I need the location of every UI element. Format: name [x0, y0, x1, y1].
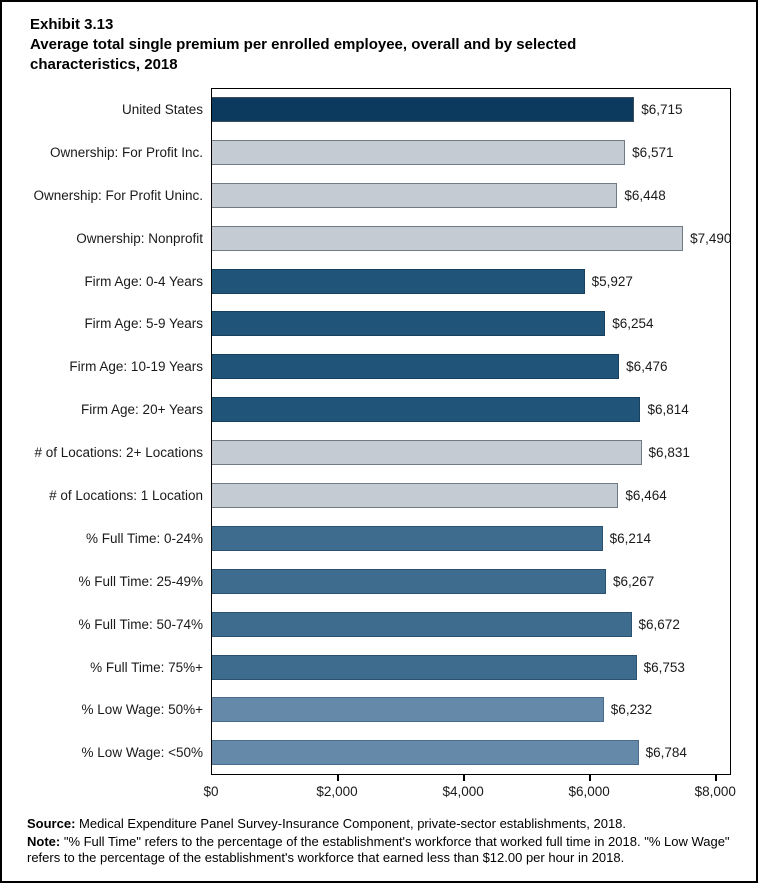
x-tick-label: $6,000 — [568, 784, 610, 800]
bar-value-label: $6,254 — [612, 316, 654, 332]
bar — [211, 96, 635, 122]
category-label: Firm Age: 0-4 Years — [84, 273, 203, 289]
category-label: Ownership: Nonprofit — [76, 230, 203, 246]
bar-slot: $6,784 — [211, 731, 731, 774]
bar — [211, 268, 585, 294]
bar-value-label: $6,672 — [638, 616, 680, 632]
x-tick-mark — [337, 774, 339, 782]
bar — [211, 654, 637, 680]
category-label: Ownership: For Profit Inc. — [49, 144, 203, 160]
bar-slot: $6,464 — [211, 474, 731, 517]
source-text: Medical Expenditure Panel Survey-Insuran… — [75, 816, 627, 832]
category-label: Firm Age: 5-9 Years — [84, 316, 203, 332]
bar-value-label: $6,464 — [625, 487, 667, 503]
x-tick-mark — [463, 774, 465, 782]
bar-slot: $6,267 — [211, 560, 731, 603]
x-tick-label: $8,000 — [694, 784, 736, 800]
bar-value-label: $6,232 — [610, 702, 653, 718]
bar — [211, 568, 606, 594]
bar-slot: $6,448 — [211, 174, 731, 217]
bar — [211, 311, 606, 337]
title-block: Exhibit 3.13 Average total single premiu… — [30, 15, 726, 75]
category-label: Ownership: For Profit Uninc. — [33, 187, 203, 203]
x-tick-mark — [589, 774, 591, 782]
bar — [211, 225, 684, 251]
bar-slot: $6,571 — [211, 131, 731, 174]
bar-slot: $6,254 — [211, 302, 731, 345]
bar-value-label: $6,814 — [647, 402, 689, 418]
bar — [211, 525, 603, 551]
category-label: % Full Time: 25-49% — [78, 573, 203, 589]
category-label: # of Locations: 1 Location — [49, 487, 203, 503]
bar-value-label: $6,753 — [643, 659, 685, 675]
bar-value-label: $6,831 — [648, 445, 690, 461]
page-title: Average total single premium per enrolle… — [30, 35, 577, 73]
note-text: "% Full Time" refers to the percentage o… — [27, 833, 730, 865]
bar-slot: $6,715 — [211, 88, 731, 131]
bar-slot: $6,672 — [211, 603, 731, 646]
bar — [211, 440, 642, 466]
exhibit-number: Exhibit 3.13 — [30, 16, 114, 33]
bar-value-label: $6,476 — [626, 359, 668, 375]
bar — [211, 182, 618, 208]
category-label: Firm Age: 20+ Years — [81, 402, 203, 418]
bar — [211, 697, 604, 723]
bar-slot: $7,490 — [211, 217, 731, 260]
bar-slot: $5,927 — [211, 260, 731, 303]
bar-value-label: $6,448 — [624, 187, 666, 203]
x-tick-label: $2,000 — [316, 784, 358, 800]
bar-value-label: $6,571 — [632, 144, 674, 160]
category-label: % Low Wage: <50% — [81, 745, 203, 761]
bar-value-label: $6,715 — [641, 101, 683, 117]
bar — [211, 611, 632, 637]
chart-rows: United States $6,715 Ownership: For Prof… — [14, 88, 731, 774]
bar-value-label: $6,784 — [645, 745, 687, 761]
category-label: # of Locations: 2+ Locations — [34, 445, 204, 461]
source-note: Source: Medical Expenditure Panel Survey… — [27, 816, 738, 832]
bar-value-label: $6,267 — [613, 573, 655, 589]
category-label: Firm Age: 10-19 Years — [69, 359, 203, 375]
x-tick-label: $0 — [203, 784, 219, 800]
x-tick-mark — [715, 774, 717, 782]
category-label: % Low Wage: 50%+ — [81, 702, 203, 718]
bar — [211, 354, 620, 380]
note-label: Note: — [27, 833, 61, 849]
bar-value-label: $7,490 — [690, 230, 732, 246]
bar-slot: $6,232 — [211, 688, 731, 731]
category-label: % Full Time: 50-74% — [78, 616, 203, 632]
category-label: % Full Time: 0-24% — [85, 530, 203, 546]
bar-slot: $6,814 — [211, 388, 731, 431]
bar — [211, 740, 639, 766]
x-axis: $0 $2,000 $4,000 $6,000 $8,000 — [203, 774, 736, 808]
x-tick-label: $4,000 — [442, 784, 484, 800]
bar-slot: $6,214 — [211, 517, 731, 560]
bar-value-label: $5,927 — [591, 273, 633, 289]
bar — [211, 397, 641, 423]
bar — [211, 139, 626, 165]
bar — [211, 482, 619, 508]
bar-chart: United States $6,715 Ownership: For Prof… — [14, 88, 736, 808]
source-label: Source: — [27, 816, 76, 832]
bar-slot: $6,753 — [211, 646, 731, 689]
definition-note: Note: "% Full Time" refers to the percen… — [27, 834, 738, 867]
category-label: % Full Time: 75%+ — [90, 659, 203, 675]
footnotes: Source: Medical Expenditure Panel Survey… — [27, 816, 738, 866]
bar-value-label: $6,214 — [609, 530, 651, 546]
bar-slot: $6,476 — [211, 345, 731, 388]
category-label: United States — [121, 101, 203, 117]
bar-slot: $6,831 — [211, 431, 731, 474]
